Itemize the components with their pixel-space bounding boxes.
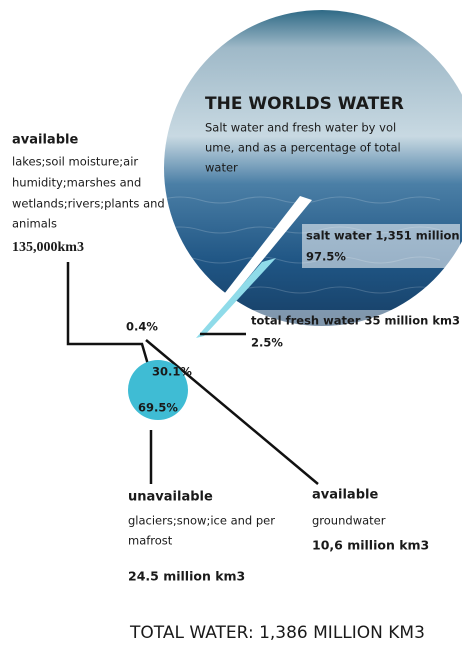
amount: 135,000km3	[12, 240, 84, 255]
desc: mafrost	[128, 534, 173, 548]
percent: 69.5%	[138, 401, 178, 415]
amount: 10,6 million km3	[312, 538, 429, 553]
salt-label: salt water 1,351 million km3	[306, 229, 462, 243]
desc: lakes;soil moisture;air	[12, 155, 138, 169]
percent: 30.1%	[152, 365, 192, 379]
desc: groundwater	[312, 514, 386, 528]
heading: available	[12, 133, 78, 148]
fresh-label: total fresh water 35 million km3	[251, 314, 460, 328]
heading: unavailable	[128, 490, 213, 505]
desc: glaciers;snow;ice and per	[128, 514, 275, 528]
desc: animals	[12, 217, 57, 231]
total: TOTAL WATER: 1,386 MILLION KM3	[129, 623, 425, 643]
infographic: THE WORLDS WATER Salt water and fresh wa…	[0, 0, 462, 651]
desc: wetlands;rivers;plants and	[12, 197, 165, 211]
title: THE WORLDS WATER	[205, 94, 404, 114]
subtitle: Salt water and fresh water by vol	[205, 121, 396, 135]
subtitle: ume, and as a percentage of total	[205, 141, 401, 155]
fresh-percent: 2.5%	[251, 336, 283, 350]
percent: 0.4%	[126, 320, 158, 334]
salt-percent: 97.5%	[306, 250, 346, 264]
heading: available	[312, 488, 378, 503]
desc: humidity;marshes and	[12, 176, 141, 190]
subtitle: water	[205, 161, 238, 175]
amount: 24.5 million km3	[128, 569, 245, 584]
